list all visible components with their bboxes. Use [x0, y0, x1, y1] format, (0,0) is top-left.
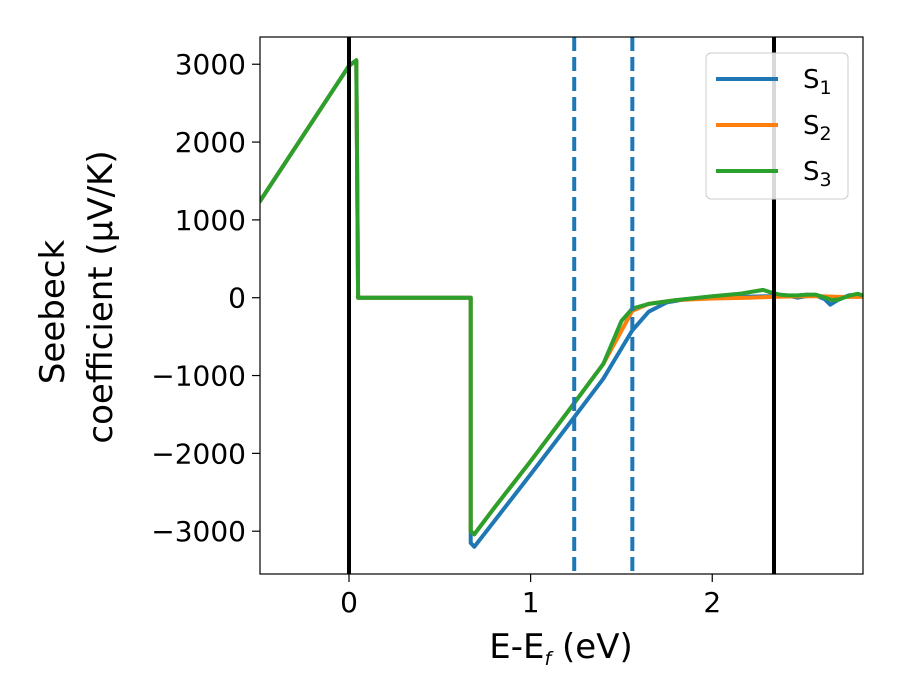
x-axis-label: E-Ef (eV) — [489, 627, 632, 670]
legend-label-s2-main: S — [803, 111, 820, 141]
x-tick-label: 2 — [703, 586, 721, 619]
axes: 0 1 2 3000 2000 1000 0 −1000 −2000 −3000 — [151, 48, 721, 619]
legend-label-s2-sub: 2 — [820, 123, 832, 145]
y-tick-label: −1000 — [151, 360, 246, 393]
y-tick-label: −3000 — [151, 515, 246, 548]
legend-label-s3-sub: 3 — [820, 169, 832, 191]
legend-label-s1: S1 — [803, 65, 832, 99]
plot-area — [260, 37, 863, 574]
y-tick-label: 0 — [228, 282, 246, 315]
y-tick-label: 1000 — [175, 204, 246, 237]
x-axis-label-main: E-E — [489, 627, 544, 667]
legend-label-s3: S3 — [803, 157, 832, 191]
legend-label-s2: S2 — [803, 111, 832, 145]
x-axis-label-subscript: f — [545, 648, 555, 670]
series-line-s3 — [260, 58, 863, 537]
x-axis-label-unit: (eV) — [551, 627, 633, 667]
y-axis-label-line1: Seebeck — [33, 240, 73, 385]
y-tick-label: 3000 — [175, 48, 246, 81]
legend-label-s1-sub: 1 — [820, 77, 832, 99]
y-axis-label-line2: coefficient (μV/K) — [81, 150, 121, 443]
legend-label-s3-main: S — [803, 157, 820, 187]
legend-label-s1-main: S — [803, 65, 820, 95]
x-tick-label: 0 — [340, 586, 358, 619]
legend: S1 S2 S3 — [705, 52, 849, 200]
x-tick-label: 1 — [522, 586, 540, 619]
plot-frame — [259, 36, 864, 575]
y-tick-label: 2000 — [175, 126, 246, 159]
y-tick-label: −2000 — [151, 437, 246, 470]
